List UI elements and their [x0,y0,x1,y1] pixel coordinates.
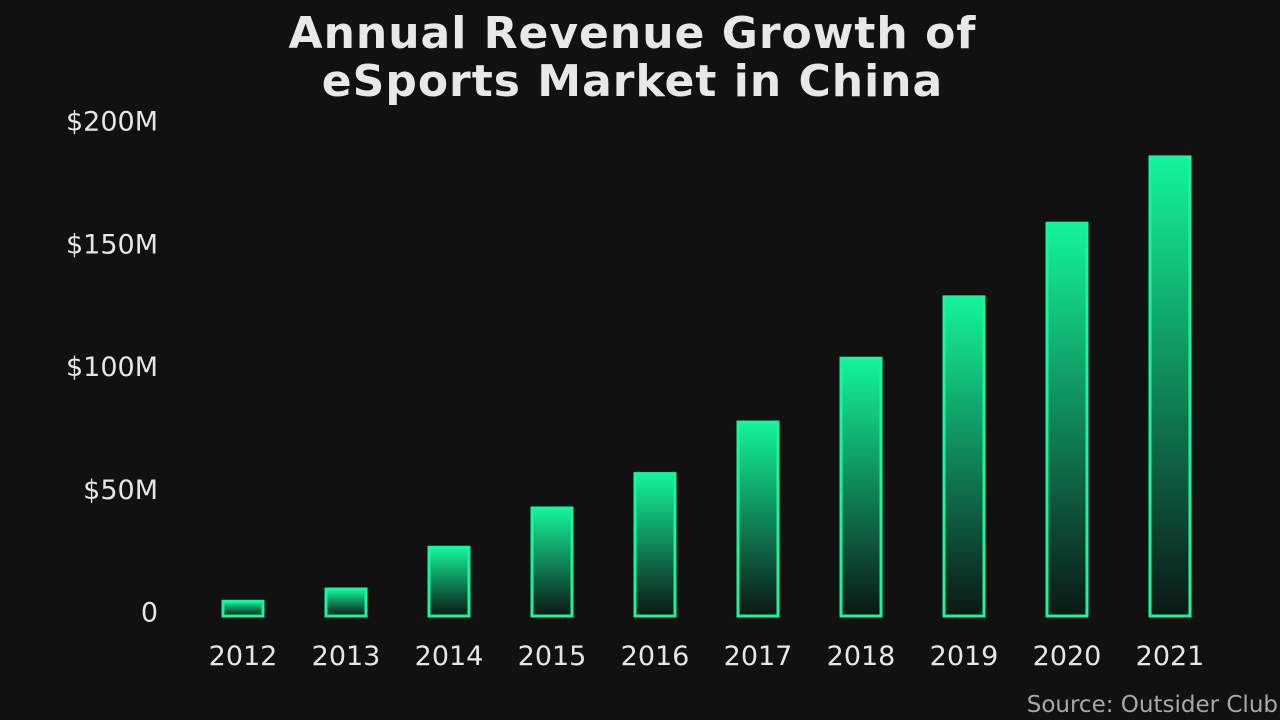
x-tick-label: 2015 [518,641,587,672]
bar-2015 [530,506,574,618]
bar-2013 [324,587,368,618]
y-tick-label: $100M [66,352,158,383]
x-tick-label: 2014 [415,641,484,672]
bars [221,155,1192,618]
x-tick-label: 2012 [209,641,278,672]
x-tick-label: 2019 [930,641,999,672]
x-tick-label: 2020 [1033,641,1102,672]
chart-title-line-1: Annual Revenue Growth of [288,8,977,59]
chart-title-line-2: eSports Market in China [321,56,944,107]
bar-2016 [633,472,677,618]
bar-2017 [736,420,780,618]
bar-2012 [221,599,265,618]
bar-2018 [839,356,883,618]
y-tick-label: $200M [66,107,158,138]
bar-2014 [427,545,471,618]
y-tick-label: 0 [141,598,158,629]
x-tick-label: 2013 [312,641,381,672]
x-tick-label: 2018 [827,641,896,672]
x-tick-label: 2021 [1136,641,1205,672]
y-axis: 0 $50M $100M $150M $200M [66,107,158,629]
x-tick-label: 2017 [724,641,793,672]
y-tick-label: $50M [83,475,158,506]
source-note: Source: Outsider Club [1026,692,1278,718]
bar-2019 [942,295,986,618]
x-axis: 2012 2013 2014 2015 2016 2017 2018 2019 2020 2021 [209,641,1205,672]
bar-2020 [1045,221,1089,618]
y-tick-label: $150M [66,229,158,260]
chart-title: Annual Revenue Growth of eSports Market … [0,10,1265,106]
bar-2021 [1148,155,1192,618]
x-tick-label: 2016 [621,641,690,672]
